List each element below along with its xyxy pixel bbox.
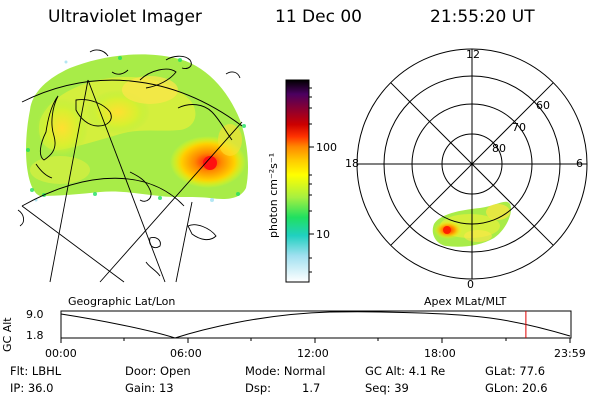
time-tick-label: 12:00 — [297, 347, 329, 360]
dsp-label: Dsp: — [245, 381, 272, 395]
mlt-label-0: 0 — [467, 278, 474, 291]
lat-label-80: 80 — [492, 142, 506, 155]
geo-grid — [21, 79, 243, 283]
glon-status: GLon: 20.6 — [485, 381, 548, 395]
mlt-label-18: 18 — [345, 157, 359, 170]
mlt-label-12: 12 — [466, 48, 480, 61]
colorbar-tick-100: 100 — [316, 141, 337, 154]
mlt-label-6: 6 — [576, 157, 583, 170]
time-tick-label: 18:00 — [424, 347, 456, 360]
polar-caption: Apex MLat/MLT — [424, 295, 507, 308]
colorbar-unit-label: photon cm⁻²s⁻¹ — [267, 152, 280, 238]
lat-label-60: 60 — [536, 99, 550, 112]
coastlines — [17, 49, 241, 277]
gc-alt-status: GC Alt: 4.1 Re — [365, 364, 446, 378]
altitude-tick-max: 9.0 — [26, 308, 44, 321]
altitude-axis-label: GC Alt — [1, 317, 14, 352]
colorbar — [285, 79, 310, 283]
colorbar-tick-10: 10 — [316, 228, 330, 241]
polar-grid — [356, 48, 588, 280]
image-date: 11 Dec 00 — [275, 7, 362, 27]
altitude-curve — [60, 311, 571, 339]
filter-status: Flt: LBHL — [10, 364, 62, 378]
time-tick-label: 00:00 — [45, 347, 77, 360]
gain-status: Gain: 13 — [125, 381, 174, 395]
geo-caption: Geographic Lat/Lon — [68, 295, 176, 308]
time-tick-label: 06:00 — [170, 347, 202, 360]
altitude-tick-min: 1.8 — [26, 329, 44, 342]
door-status: Door: Open — [125, 364, 191, 378]
ip-status: IP: 36.0 — [10, 381, 54, 395]
time-tick-label: 23:59 — [554, 347, 586, 360]
time-ticks — [60, 338, 571, 343]
lat-label-70: 70 — [512, 121, 526, 134]
mode-status: Mode: Normal — [245, 364, 326, 378]
polar-plot — [356, 48, 588, 280]
aurora-peak-geo — [203, 156, 217, 170]
glat-status: GLat: 77.6 — [485, 364, 546, 378]
image-time: 21:55:20 UT — [430, 7, 535, 27]
seq-status: Seq: 39 — [365, 381, 409, 395]
dsp-value: 1.7 — [302, 381, 321, 395]
app-title: Ultraviolet Imager — [48, 7, 202, 27]
geographic-image — [26, 54, 248, 202]
colorbar-ticks — [309, 87, 314, 273]
altitude-strip — [60, 310, 572, 343]
altitude-frame — [60, 310, 572, 339]
